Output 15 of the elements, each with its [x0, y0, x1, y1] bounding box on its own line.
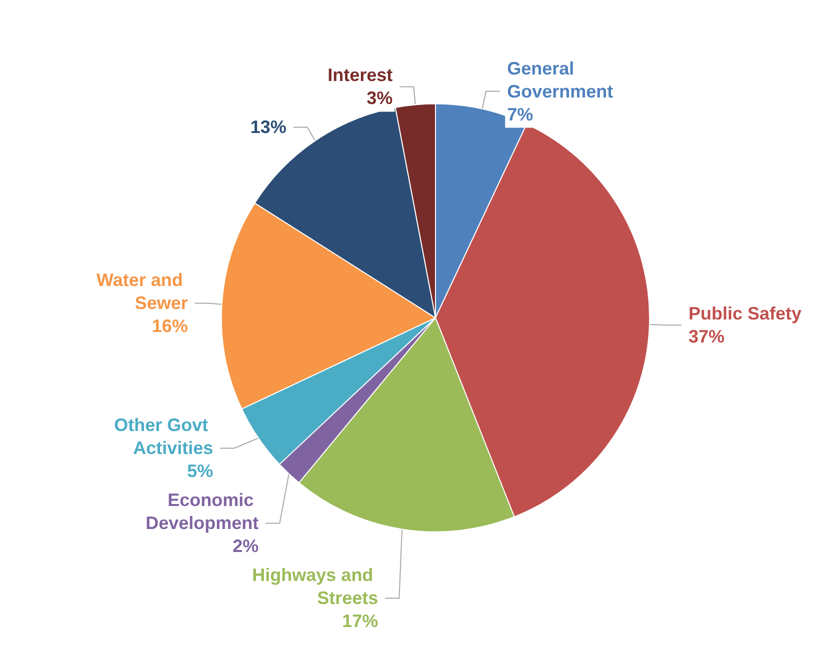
data-label: 16% — [152, 316, 188, 336]
slice-label: Interest — [328, 65, 393, 86]
slice-label: Economic Development — [146, 490, 259, 534]
data-label: 7% — [507, 104, 534, 124]
slice-label: General Government — [507, 58, 614, 102]
data-label: 5% — [187, 461, 214, 482]
slice-label: Highways and Streets — [252, 565, 378, 608]
slice-label: Other Govt Activities — [114, 415, 214, 458]
data-label: 13% — [250, 117, 286, 138]
data-label: 37% — [688, 326, 724, 347]
data-label: 2% — [232, 536, 259, 556]
data-label: 17% — [342, 611, 378, 632]
data-label: 3% — [366, 88, 393, 108]
slice-label: Public Safety — [688, 304, 802, 324]
slice-label: Water and Sewer — [96, 270, 188, 314]
